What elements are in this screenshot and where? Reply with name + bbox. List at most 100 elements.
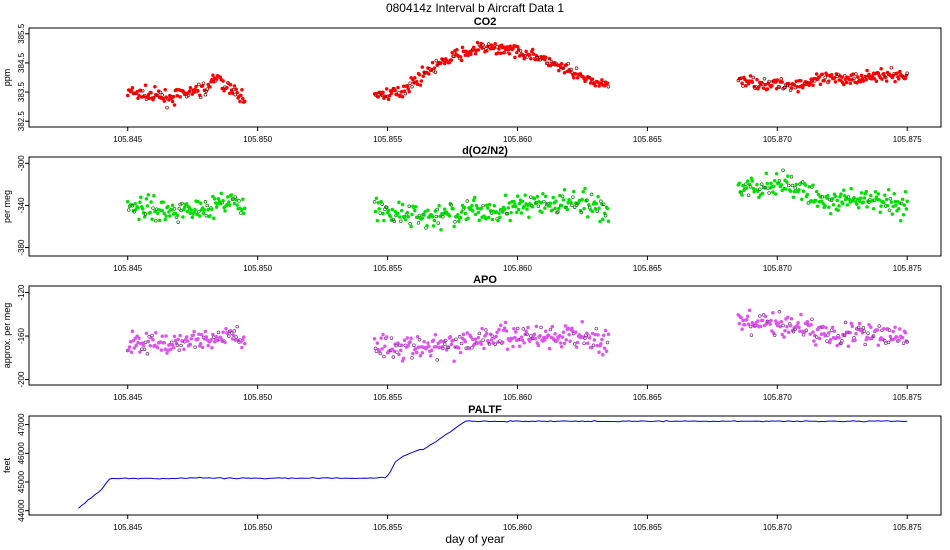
data-point	[580, 197, 584, 202]
data-point	[188, 85, 193, 90]
data-point	[575, 340, 580, 345]
series-segment-3	[736, 168, 909, 223]
data-point	[759, 182, 764, 186]
data-point	[143, 212, 148, 216]
plot-frame	[28, 415, 942, 516]
data-point	[799, 312, 803, 317]
data-point	[480, 326, 484, 331]
data-point	[865, 68, 869, 73]
data-point	[170, 203, 175, 208]
data-point	[221, 330, 225, 334]
data-point	[136, 205, 140, 210]
data-point	[884, 341, 888, 346]
data-point	[791, 329, 796, 334]
data-point	[740, 81, 744, 85]
data-point	[900, 197, 905, 202]
data-point	[423, 210, 427, 214]
data-point	[239, 93, 243, 98]
data-point	[477, 218, 482, 223]
data-point	[606, 84, 611, 89]
data-point	[198, 201, 203, 206]
data-point	[205, 87, 209, 91]
data-point	[531, 52, 536, 56]
data-point	[827, 79, 831, 83]
data-point	[561, 330, 566, 334]
data-point	[536, 343, 541, 348]
data-point	[865, 205, 869, 209]
data-point	[840, 339, 844, 343]
data-point	[126, 348, 131, 352]
data-point	[442, 342, 447, 346]
data-point	[429, 348, 434, 352]
data-point	[854, 331, 858, 336]
data-point	[558, 193, 562, 198]
y-tick-label: 44000	[17, 499, 26, 522]
data-point	[469, 52, 473, 56]
data-point	[888, 334, 893, 339]
data-point	[460, 203, 465, 208]
data-point	[409, 336, 413, 340]
data-point	[764, 171, 769, 176]
data-point	[538, 334, 542, 338]
data-point	[796, 321, 800, 325]
data-point	[583, 186, 587, 191]
data-point	[515, 44, 520, 49]
data-point	[597, 350, 601, 354]
data-point	[463, 53, 468, 57]
data-point	[811, 83, 815, 88]
data-point	[145, 204, 150, 208]
data-point	[412, 343, 416, 347]
data-point	[406, 214, 410, 219]
data-point	[214, 205, 219, 209]
data-point	[211, 194, 215, 199]
data-point	[867, 322, 871, 327]
data-point	[861, 325, 866, 330]
data-point	[590, 77, 595, 82]
data-point	[571, 195, 575, 199]
data-point	[452, 359, 456, 364]
data-point	[898, 219, 903, 223]
data-point	[140, 347, 144, 351]
x-tick-label: 105.875	[893, 523, 922, 532]
data-point	[599, 199, 603, 204]
data-point	[574, 66, 579, 71]
data-point	[241, 335, 246, 339]
data-point	[489, 338, 494, 342]
data-point	[157, 218, 162, 223]
data-point	[162, 99, 166, 103]
data-point	[757, 195, 761, 200]
data-point	[811, 330, 815, 334]
data-point	[193, 345, 197, 350]
data-point	[215, 202, 220, 206]
data-point	[815, 204, 820, 209]
data-point	[190, 215, 195, 220]
x-tick-label: 105.850	[243, 264, 272, 273]
data-point	[417, 73, 422, 77]
data-point	[842, 74, 847, 78]
data-point	[432, 218, 437, 223]
data-point	[774, 87, 779, 91]
data-point	[522, 204, 526, 209]
data-point	[744, 186, 749, 190]
data-point	[814, 199, 818, 203]
data-point	[595, 209, 599, 214]
data-point	[462, 205, 467, 210]
data-point	[176, 220, 180, 224]
data-point	[865, 335, 869, 340]
data-point	[744, 317, 749, 322]
data-point	[469, 206, 473, 211]
data-point	[562, 187, 567, 192]
data-point	[823, 75, 827, 80]
data-point	[579, 210, 584, 215]
data-point	[784, 187, 788, 191]
data-point	[193, 207, 197, 212]
data-point	[199, 332, 204, 337]
data-point	[452, 54, 456, 59]
y-tick-label: 46000	[17, 442, 26, 465]
data-point	[493, 41, 497, 46]
data-point	[799, 78, 803, 83]
series-segment-1	[125, 73, 247, 110]
data-point	[886, 340, 891, 345]
data-point	[391, 217, 396, 222]
data-point	[871, 206, 876, 211]
